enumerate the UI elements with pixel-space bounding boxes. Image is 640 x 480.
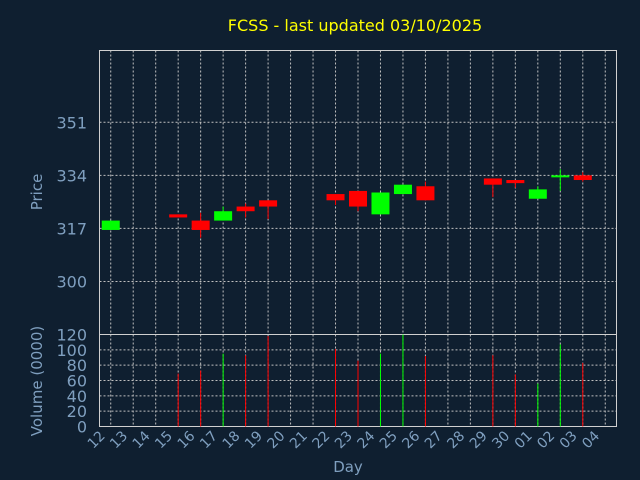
candle-body (416, 186, 435, 201)
candle-body (169, 214, 188, 218)
candle-body (259, 200, 278, 207)
x-tick-label: 30 (489, 428, 513, 452)
candle-body (326, 194, 345, 201)
candle-body (349, 190, 367, 207)
x-tick-label: 24 (354, 428, 378, 452)
candle-body (573, 175, 592, 181)
chart-title: FCSS - last updated 03/10/2025 (228, 16, 482, 35)
candle-body (191, 220, 210, 230)
volume-tick-label: 120 (56, 326, 87, 345)
x-tick-label: 02 (534, 428, 558, 452)
x-tick-label: 27 (422, 428, 446, 452)
volume-tick-label: 100 (56, 341, 87, 360)
price-tick-label: 300 (56, 272, 87, 291)
x-tick-label: 19 (242, 428, 266, 452)
x-tick-label: 01 (512, 428, 536, 452)
volume-tick-label: 20 (67, 402, 87, 421)
candle-body (528, 189, 547, 199)
candle-body (101, 220, 120, 230)
x-tick-label: 04 (579, 428, 603, 452)
x-tick-label: 20 (265, 428, 289, 452)
x-tick-label: 15 (152, 428, 176, 452)
price-tick-label: 317 (56, 219, 87, 238)
x-tick-label: 26 (399, 428, 423, 452)
x-tick-label: 03 (557, 428, 581, 452)
x-axis-ticks: 1213141516171819202122232425262728293001… (85, 428, 603, 452)
x-tick-label: 22 (309, 428, 333, 452)
x-tick-label: 29 (467, 428, 491, 452)
x-tick-label: 16 (175, 428, 199, 452)
volume-tick-label: 80 (67, 356, 87, 375)
price-tick-label: 334 (56, 166, 87, 185)
candle-body (371, 192, 390, 215)
price-tick-label: 351 (56, 113, 87, 132)
x-tick-label: 12 (85, 428, 109, 452)
candle-body (483, 178, 502, 185)
volume-tick-label: 0 (77, 418, 87, 437)
x-tick-label: 17 (197, 428, 221, 452)
x-tick-label: 23 (332, 428, 356, 452)
candle-body (393, 184, 412, 195)
volume-tick-label: 40 (67, 387, 87, 406)
x-axis-label: Day (333, 458, 363, 476)
x-tick-label: 28 (444, 428, 468, 452)
x-tick-label: 21 (287, 428, 311, 452)
price-axis-label: Price (28, 174, 46, 211)
x-tick-label: 18 (220, 428, 244, 452)
candle-body (551, 175, 570, 178)
x-tick-label: 13 (107, 428, 131, 452)
volume-axis-label: Volume (0000) (28, 326, 46, 436)
x-tick-label: 25 (377, 428, 401, 452)
volume-tick-label: 60 (67, 372, 87, 391)
candle-body (214, 211, 233, 221)
x-tick-label: 14 (130, 428, 154, 452)
candle-body (506, 180, 525, 184)
candle-body (236, 206, 255, 212)
price-panel: 300 317 334 351 Price (28, 50, 617, 335)
